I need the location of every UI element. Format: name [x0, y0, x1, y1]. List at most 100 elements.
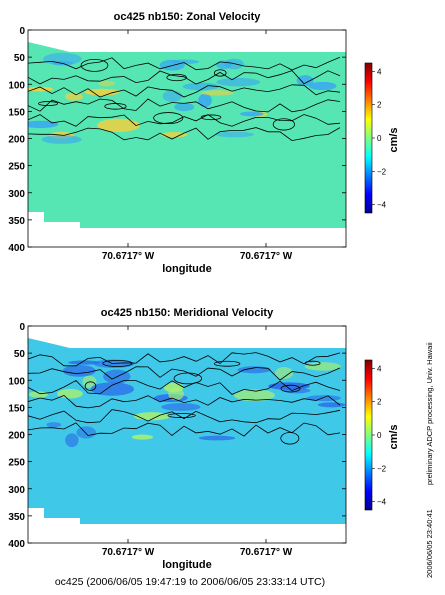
velocity-patch	[43, 52, 82, 66]
velocity-patch	[62, 364, 96, 377]
y-tick-label: 100	[8, 376, 25, 387]
contour-loop	[153, 112, 184, 124]
contour-lines	[28, 56, 341, 142]
contour-loop	[80, 58, 109, 72]
y-tick-label: 200	[8, 135, 25, 146]
velocity-patch	[216, 60, 232, 70]
contour-loop	[200, 114, 222, 121]
contour-loop	[84, 381, 97, 391]
colorbar	[364, 359, 373, 511]
velocity-patch	[198, 93, 212, 108]
velocity-patch	[41, 135, 82, 144]
velocity-patch	[161, 403, 201, 411]
colorbar-tick-label: −4	[377, 201, 387, 210]
y-tick-label: 0	[19, 322, 25, 333]
velocity-patch	[76, 426, 96, 439]
contour-line	[28, 366, 341, 381]
contour-line	[28, 395, 341, 409]
contour-line	[28, 70, 341, 85]
y-tick-label: 250	[8, 162, 25, 173]
y-tick-label: 50	[14, 53, 26, 64]
velocity-patch	[215, 131, 255, 138]
y-tick-label: 150	[8, 403, 25, 414]
y-tick-label: 350	[8, 512, 25, 523]
contour-loop	[280, 432, 300, 445]
contour-loop	[173, 372, 203, 385]
contour-line	[28, 422, 341, 437]
contour-loop	[213, 360, 241, 367]
panel-zonal: oc425 nb150: Zonal Velocity 050100150200…	[8, 11, 400, 275]
contour-loop	[38, 101, 59, 106]
velocity-patch	[239, 111, 264, 117]
y-tick-label: 300	[8, 485, 25, 496]
colorbar-tick-label: 4	[377, 364, 382, 373]
velocity-field-lower	[28, 326, 346, 524]
y-tick-label: 0	[19, 26, 25, 37]
colorbar-tick-label: −2	[377, 167, 387, 176]
contour-loop	[213, 69, 227, 77]
x-axis-label: longitude	[162, 263, 212, 275]
velocity-patch	[306, 395, 341, 402]
y-tick-label: 50	[14, 349, 26, 360]
y-tick-label: 300	[8, 189, 25, 200]
velocity-patch	[317, 402, 346, 408]
colorbar	[364, 62, 373, 214]
timestamp-note: 2006/06/05 23:40:41	[425, 509, 434, 578]
contour-line	[28, 352, 341, 367]
y-tick-label: 400	[8, 539, 25, 550]
x-axis	[127, 326, 267, 543]
colorbar-tick-label: 2	[377, 398, 382, 407]
velocity-patch	[162, 90, 183, 102]
velocity-patch	[90, 382, 135, 396]
velocity-patch	[233, 389, 276, 402]
velocity-field	[28, 42, 346, 228]
velocity-patch	[275, 367, 294, 380]
velocity-patch	[198, 435, 236, 441]
velocity-field-lower	[28, 150, 346, 228]
x-tick-label: 70.6717° W	[240, 251, 293, 262]
contour-loop	[102, 359, 133, 367]
velocity-patch	[28, 391, 48, 398]
contour-line	[28, 127, 341, 142]
velocity-patch	[163, 382, 184, 393]
contour-loop	[104, 103, 127, 110]
processing-note: preliminary ADCP processing, Univ. Hawai…	[425, 342, 434, 485]
colorbar-ticks: 4 2 0 −2 −4	[372, 364, 387, 507]
time-range-footer: oc425 (2006/06/05 19:47:19 to 2006/06/05…	[55, 576, 325, 588]
colorbar-label: cm/s	[388, 424, 400, 449]
colorbar-tick-label: 0	[377, 431, 382, 440]
contour-loop	[304, 360, 321, 366]
chart-title: oc425 nb150: Meridional Velocity	[101, 307, 274, 319]
velocity-patch	[201, 90, 235, 96]
chart-title: oc425 nb150: Zonal Velocity	[114, 11, 262, 23]
velocity-patch	[98, 80, 115, 87]
y-tick-label: 350	[8, 216, 25, 227]
colorbar-tick-label: 0	[377, 134, 382, 143]
contour-line	[28, 380, 341, 395]
colorbar-tick-label: −4	[377, 498, 387, 507]
y-tick-label: 200	[8, 431, 25, 442]
colorbar-tick-label: 4	[377, 67, 382, 76]
velocity-patch	[97, 118, 141, 132]
velocity-patch	[182, 82, 220, 91]
velocity-patch	[237, 366, 271, 374]
y-tick-label: 400	[8, 243, 25, 254]
contour-line	[28, 98, 341, 113]
y-axis: 0 50 100 150 200 250 300 350 400	[8, 26, 346, 254]
contour-line	[28, 56, 341, 71]
velocity-patch	[174, 102, 195, 112]
velocity-patch	[64, 92, 84, 101]
contour-line	[28, 84, 341, 98]
velocity-patch	[68, 360, 100, 365]
contour-loop	[280, 384, 301, 393]
x-tick-label: 70.6717° W	[102, 547, 155, 558]
velocity-patch	[57, 388, 83, 399]
velocity-patch	[304, 362, 341, 371]
y-tick-label: 150	[8, 107, 25, 118]
velocity-patch	[46, 422, 62, 428]
y-axis: 0 50 100 150 200 250 300 350 400	[8, 322, 346, 550]
velocity-field	[28, 326, 346, 524]
velocity-patches	[28, 52, 337, 144]
velocity-patch	[84, 88, 120, 96]
